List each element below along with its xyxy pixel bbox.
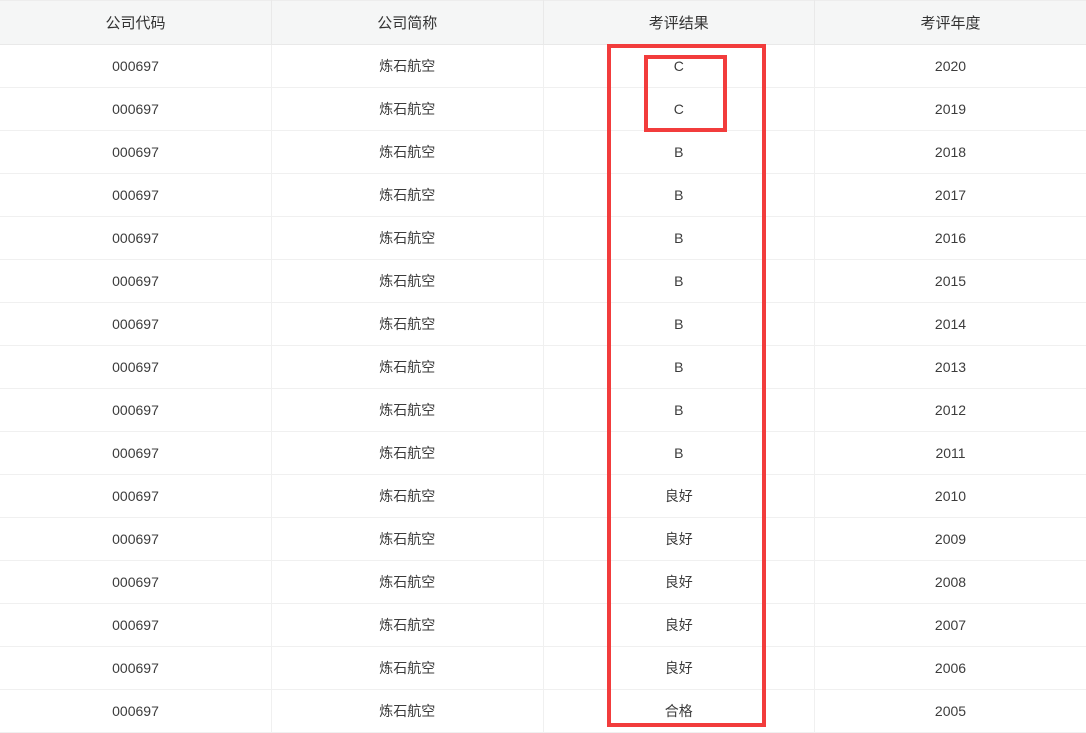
table-row: 000697 炼石航空 良好 2006 [0,646,1086,690]
table-cell-name: 炼石航空 [271,130,544,174]
table-cell-code: 000697 [0,216,272,260]
table-header-row: 公司代码 公司简称 考评结果 考评年度 [0,0,1086,45]
table-cell-name: 炼石航空 [271,388,544,432]
table-row: 000697 炼石航空 B 2018 [0,130,1086,174]
table-cell-year: 2018 [814,130,1086,174]
table-cell-result: C [543,87,815,131]
table-cell-year: 2017 [814,173,1086,217]
table-cell-year: 2015 [814,259,1086,303]
table-cell-code: 000697 [0,173,272,217]
table-cell-year: 2016 [814,216,1086,260]
table-cell-name: 炼石航空 [271,474,544,518]
table-row: 000697 炼石航空 B 2017 [0,173,1086,217]
table-cell-code: 000697 [0,259,272,303]
table-row: 000697 炼石航空 C 2020 [0,44,1086,88]
table-cell-year: 2005 [814,689,1086,733]
table-cell-result: B [543,388,815,432]
table-cell-result: B [543,259,815,303]
table-cell-name: 炼石航空 [271,173,544,217]
table-cell-code: 000697 [0,646,272,690]
table-cell-result: 良好 [543,474,815,518]
column-header-company-code: 公司代码 [0,0,272,45]
table-cell-code: 000697 [0,345,272,389]
table-cell-year: 2019 [814,87,1086,131]
table-cell-code: 000697 [0,689,272,733]
table-cell-result: B [543,173,815,217]
column-header-company-name: 公司简称 [271,0,544,45]
table-row: 000697 炼石航空 良好 2008 [0,560,1086,604]
table-cell-name: 炼石航空 [271,216,544,260]
column-header-eval-year: 考评年度 [814,0,1086,45]
table-cell-code: 000697 [0,130,272,174]
table-cell-result: 良好 [543,603,815,647]
table-cell-name: 炼石航空 [271,431,544,475]
table-cell-code: 000697 [0,431,272,475]
table-row: 000697 炼石航空 合格 2005 [0,689,1086,733]
table-cell-code: 000697 [0,474,272,518]
table-cell-code: 000697 [0,388,272,432]
table-cell-year: 2010 [814,474,1086,518]
table-cell-result: B [543,302,815,346]
table-cell-year: 2020 [814,44,1086,88]
table-cell-code: 000697 [0,87,272,131]
table-cell-result: 良好 [543,517,815,561]
table-cell-year: 2011 [814,431,1086,475]
table-cell-result: 良好 [543,560,815,604]
table-cell-name: 炼石航空 [271,302,544,346]
table-cell-name: 炼石航空 [271,259,544,303]
table-header: 公司代码 公司简称 考评结果 考评年度 [0,0,1086,45]
table-cell-year: 2012 [814,388,1086,432]
table-cell-code: 000697 [0,302,272,346]
table-cell-name: 炼石航空 [271,689,544,733]
table-cell-name: 炼石航空 [271,87,544,131]
table-cell-year: 2014 [814,302,1086,346]
table-row: 000697 炼石航空 B 2012 [0,388,1086,432]
table-cell-name: 炼石航空 [271,517,544,561]
table-cell-code: 000697 [0,517,272,561]
table-cell-result: B [543,345,815,389]
table-row: 000697 炼石航空 B 2016 [0,216,1086,260]
table-cell-result: 合格 [543,689,815,733]
table-row: 000697 炼石航空 B 2013 [0,345,1086,389]
table-cell-year: 2006 [814,646,1086,690]
table-cell-name: 炼石航空 [271,44,544,88]
table-cell-result: 良好 [543,646,815,690]
table-cell-name: 炼石航空 [271,646,544,690]
table-cell-year: 2009 [814,517,1086,561]
column-header-eval-result: 考评结果 [543,0,815,45]
table-row: 000697 炼石航空 良好 2009 [0,517,1086,561]
table-row: 000697 炼石航空 C 2019 [0,87,1086,131]
table-cell-result: B [543,130,815,174]
table-cell-code: 000697 [0,560,272,604]
table-cell-result: B [543,216,815,260]
table-body: 000697 炼石航空 C 2020 000697 炼石航空 C 2019 000697 炼石航空… [0,44,1086,733]
table-cell-name: 炼石航空 [271,560,544,604]
table-row: 000697 炼石航空 B 2014 [0,302,1086,346]
table-cell-code: 000697 [0,44,272,88]
table-row: 000697 炼石航空 良好 2010 [0,474,1086,518]
table-row: 000697 炼石航空 B 2011 [0,431,1086,475]
table-cell-code: 000697 [0,603,272,647]
table-row: 000697 炼石航空 B 2015 [0,259,1086,303]
table-cell-name: 炼石航空 [271,603,544,647]
table-cell-result: B [543,431,815,475]
table-cell-result: C [543,44,815,88]
table-row: 000697 炼石航空 良好 2007 [0,603,1086,647]
table-cell-year: 2007 [814,603,1086,647]
table-cell-name: 炼石航空 [271,345,544,389]
table-cell-year: 2008 [814,560,1086,604]
table-cell-year: 2013 [814,345,1086,389]
